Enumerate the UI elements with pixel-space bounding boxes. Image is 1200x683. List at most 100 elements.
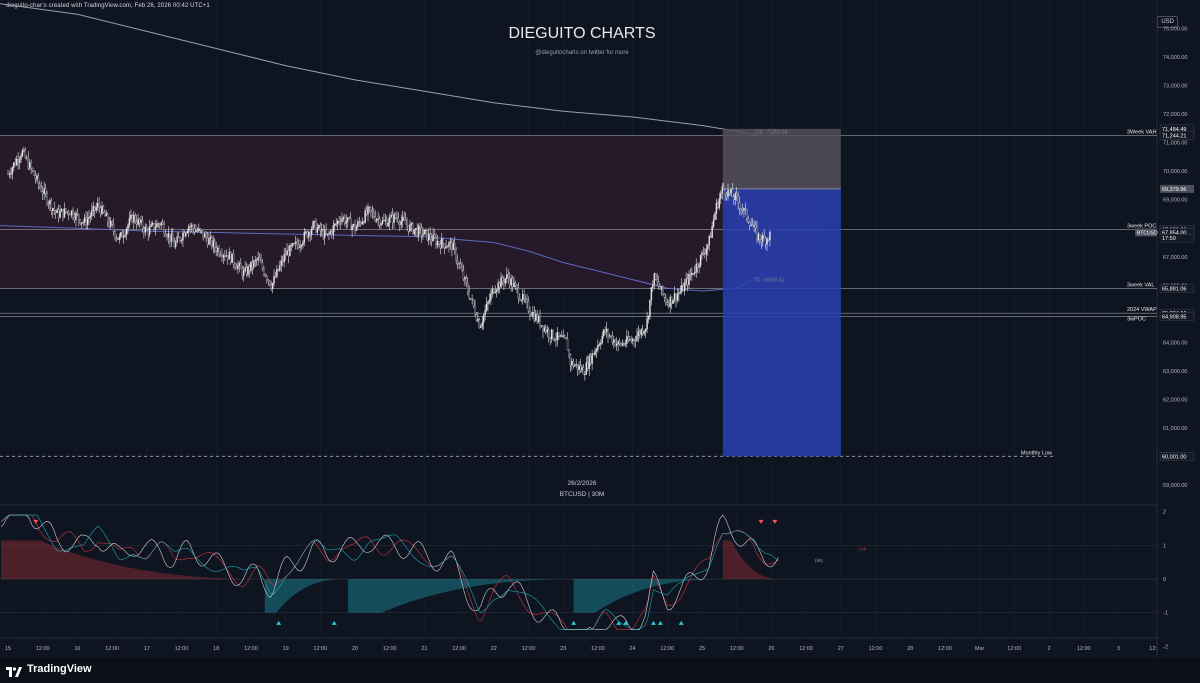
candle-body xyxy=(494,291,496,293)
time-axis[interactable]: 15 12:00 16 12:00 17 12:00 18 12:00 19 12:00 20 12:… xyxy=(5,646,1157,652)
currency-selector[interactable]: USD xyxy=(1157,16,1178,28)
candle-body xyxy=(127,224,129,230)
candle-body xyxy=(637,331,640,336)
candle-body xyxy=(273,276,275,284)
candle-body xyxy=(282,260,284,263)
candle-body xyxy=(329,231,332,234)
candle-body xyxy=(18,158,21,163)
candle-body xyxy=(562,335,564,338)
candle-body xyxy=(763,235,765,239)
candle-body xyxy=(733,196,735,200)
candle-body xyxy=(727,190,729,197)
candle-body xyxy=(186,231,188,234)
candle-body xyxy=(396,217,398,219)
candle-body xyxy=(44,188,47,194)
candle-body xyxy=(587,362,589,370)
candle-body xyxy=(154,227,157,230)
watermark-title: DIEGUITO CHARTS xyxy=(509,25,656,42)
buy-signal-marker xyxy=(678,620,684,625)
osc-regime-fill xyxy=(264,579,342,613)
candle-body xyxy=(613,339,615,343)
candle-body xyxy=(682,285,684,292)
candle-body xyxy=(192,225,194,229)
candle-body xyxy=(238,263,241,266)
time-tick-label: 12:00 xyxy=(383,646,397,652)
candle-body xyxy=(555,339,557,341)
time-tick-label: 18 xyxy=(213,646,219,652)
candle-body xyxy=(454,243,456,250)
candle-body xyxy=(214,240,216,248)
candle-body xyxy=(592,353,595,355)
candle-body xyxy=(407,225,410,232)
candle-body xyxy=(737,195,739,203)
candle-body xyxy=(585,362,588,375)
candle-body xyxy=(397,217,400,223)
candle-body xyxy=(66,211,68,213)
candle-body xyxy=(146,226,148,231)
candle-body xyxy=(464,277,466,280)
candle-body xyxy=(712,219,715,227)
price-tick-label: 71,000.00 xyxy=(1163,141,1187,147)
candle-body xyxy=(569,354,572,366)
candle-body xyxy=(738,202,741,209)
candle-body xyxy=(443,243,446,249)
candle-body xyxy=(441,238,443,249)
candle-body xyxy=(708,236,710,246)
candle-body xyxy=(615,343,618,346)
stop-loss-zone[interactable] xyxy=(722,128,841,189)
candle-body xyxy=(292,243,294,247)
candle-body xyxy=(566,338,569,351)
candle-body xyxy=(124,234,126,237)
candle-body xyxy=(378,218,381,226)
candle-body xyxy=(318,225,320,229)
take-profit-zone[interactable] xyxy=(722,188,841,457)
time-tick-label: 12:00 xyxy=(313,646,327,652)
candle-body xyxy=(432,234,434,242)
candle-body xyxy=(167,233,170,238)
candle-body xyxy=(388,216,391,224)
symbol-tag-label: BTCUSD xyxy=(1137,230,1158,236)
candle-body xyxy=(53,208,55,211)
candle-body xyxy=(471,298,473,300)
candle-body xyxy=(420,227,423,236)
level-label: 3week VAL xyxy=(1127,283,1154,289)
short-position-tool[interactable] xyxy=(722,128,841,457)
level-label: 2024 VWAP xyxy=(1127,307,1157,313)
candle-body xyxy=(115,237,118,239)
candle-body xyxy=(30,162,32,169)
candle-body xyxy=(277,268,280,271)
candle-body xyxy=(666,302,669,305)
candle-body xyxy=(59,211,61,218)
osc-regime-fill xyxy=(722,540,779,580)
tradingview-logo[interactable]: TradingView xyxy=(6,663,92,677)
candle-body xyxy=(177,236,180,238)
candle-body xyxy=(550,329,553,339)
candle-body xyxy=(101,206,103,215)
candle-body xyxy=(111,221,113,225)
candle-body xyxy=(404,219,407,225)
osc-line-cyan xyxy=(0,514,779,630)
candle-body xyxy=(493,289,495,293)
time-tick-label: 12:00 xyxy=(730,646,744,652)
candle-body xyxy=(529,311,531,315)
time-tick-label: 2 xyxy=(1047,646,1050,652)
candle-body xyxy=(47,203,50,205)
candle-body xyxy=(237,265,239,270)
candle-body xyxy=(121,232,123,238)
candle-body xyxy=(611,335,614,343)
candle-body xyxy=(481,322,483,327)
osc-tick-label: 0 xyxy=(1163,577,1166,583)
candle-body xyxy=(749,222,751,226)
candle-body xyxy=(509,277,511,286)
candle-body xyxy=(600,342,602,345)
candle-body xyxy=(296,241,298,245)
candle-body xyxy=(561,335,563,338)
candle-body xyxy=(643,331,645,334)
candle-body xyxy=(176,236,178,243)
candle-body xyxy=(714,212,716,220)
price-axis[interactable]: 75,000.00 74,000.00 73,000.00 72,000.00 71,0… xyxy=(1135,27,1195,489)
candle-body xyxy=(351,226,353,231)
candle-body xyxy=(759,234,761,240)
candle-body xyxy=(20,155,22,160)
